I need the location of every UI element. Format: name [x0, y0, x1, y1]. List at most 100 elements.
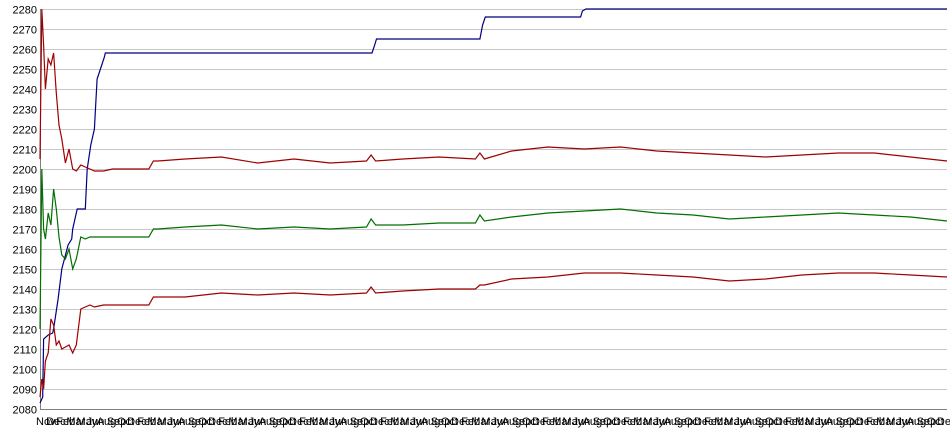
series-lines	[39, 8, 948, 404]
x-tick-label: Dec	[208, 416, 228, 428]
x-tick-label: Jun	[734, 416, 752, 428]
y-tick-label: 2260	[13, 45, 37, 57]
x-tick-label: Aug	[664, 416, 684, 428]
series-line-4	[39, 272, 948, 398]
y-tick-label: 2140	[13, 285, 37, 297]
x-tick-label: Aug	[340, 416, 360, 428]
x-tick-label: Feb	[137, 416, 156, 428]
x-tick-label: Oct	[603, 416, 620, 428]
y-tick-label: 2180	[13, 205, 37, 217]
x-tick-label: Jun	[411, 416, 429, 428]
x-tick-label: May	[886, 416, 907, 428]
x-tick-label: Feb	[299, 416, 318, 428]
x-tick-label: Dec	[532, 416, 552, 428]
y-tick-label: 2250	[13, 65, 37, 77]
y-tick-label: 2170	[13, 225, 37, 237]
x-tick-label: May	[724, 416, 745, 428]
x-tick-label: Aug	[259, 416, 279, 428]
x-tick-label: Feb	[56, 416, 75, 428]
x-tick-label: Dec	[127, 416, 147, 428]
x-tick-label: Mar	[228, 416, 247, 428]
x-tick-label: Jun	[653, 416, 671, 428]
x-tick-label: Oct	[441, 416, 458, 428]
x-tick-label: Feb	[380, 416, 399, 428]
y-tick-label: 2230	[13, 105, 37, 117]
x-tick-label: May	[562, 416, 583, 428]
x-tick-label: Feb	[704, 416, 723, 428]
y-tick-label: 2150	[13, 265, 37, 277]
x-tick-label: Jun	[815, 416, 833, 428]
x-tick-label: Jun	[168, 416, 186, 428]
x-tick-label: Oct	[360, 416, 377, 428]
x-tick-label: Feb	[785, 416, 804, 428]
x-tick-label: Mar	[795, 416, 814, 428]
x-tick-label: Oct	[684, 416, 701, 428]
x-tick-label: May	[238, 416, 259, 428]
x-tick-label: Aug	[745, 416, 765, 428]
y-tick-label: 2280	[13, 5, 37, 17]
x-tick-label: Mar	[471, 416, 490, 428]
series-line-3	[39, 168, 948, 330]
y-tick-label: 2270	[13, 25, 37, 37]
y-tick-label: 2110	[13, 345, 37, 357]
x-tick-label: Mar	[876, 416, 895, 428]
x-tick-label: Sep	[269, 416, 289, 428]
x-tick-label: Mar	[633, 416, 652, 428]
x-tick-label: Feb	[218, 416, 237, 428]
y-tick-label: 2080	[13, 405, 37, 417]
x-tick-label: May	[805, 416, 826, 428]
x-tick-label: Dec	[451, 416, 471, 428]
x-tick-label: Jun	[330, 416, 348, 428]
x-tick-label: Aug	[583, 416, 603, 428]
x-tick-label: Feb	[866, 416, 885, 428]
x-tick-label: Dec	[613, 416, 633, 428]
y-tick-label: 2160	[13, 245, 37, 257]
x-tick-label: Feb	[623, 416, 642, 428]
x-tick-label: Sep	[431, 416, 451, 428]
x-tick-label: Dec	[694, 416, 714, 428]
x-tick-label: Mar	[552, 416, 571, 428]
y-tick-label: 2210	[13, 145, 37, 157]
x-tick-label: Aug	[178, 416, 198, 428]
x-tick-label: Sep	[512, 416, 532, 428]
y-tick-label: 2100	[13, 365, 37, 377]
x-tick-label: Aug	[421, 416, 441, 428]
y-tick-label: 2130	[13, 305, 37, 317]
y-tick-label: 2090	[13, 385, 37, 397]
x-tick-label: May	[481, 416, 502, 428]
x-tick-label: Oct	[522, 416, 539, 428]
x-tick-label: Jun	[572, 416, 590, 428]
x-tick-label: Sep	[836, 416, 856, 428]
x-tick-label: Mar	[309, 416, 328, 428]
x-tick-label: Aug	[826, 416, 846, 428]
x-tick-label: Sep	[674, 416, 694, 428]
x-tick-label: Oct	[927, 416, 944, 428]
x-tick-label: Nov	[36, 416, 56, 428]
x-tick-label: Dec	[289, 416, 309, 428]
x-tick-label: Dec	[370, 416, 390, 428]
x-tick-label: Jun	[492, 416, 510, 428]
x-tick-label: Jun	[249, 416, 267, 428]
x-tick-label: Feb	[542, 416, 561, 428]
x-axis-tick-labels: NovDecFebMarMayJunAugSepOctDecFebMarMayJ…	[36, 416, 950, 428]
x-tick-label: May	[400, 416, 421, 428]
x-tick-label: Mar	[714, 416, 733, 428]
x-tick-label: Mar	[66, 416, 85, 428]
x-tick-label: Dec	[937, 416, 950, 428]
x-tick-label: Mar	[147, 416, 166, 428]
x-tick-label: Sep	[593, 416, 613, 428]
x-tick-label: Jun	[896, 416, 914, 428]
x-tick-label: Sep	[917, 416, 937, 428]
x-tick-label: Aug	[907, 416, 927, 428]
y-axis-tick-labels: 2080 2090 2100 2110 2120 2130 2140 2150 2160 2170…	[13, 5, 37, 417]
x-tick-label: Sep	[350, 416, 370, 428]
y-tick-label: 2220	[13, 125, 37, 137]
x-tick-label: May	[76, 416, 97, 428]
x-tick-label: Sep	[107, 416, 127, 428]
y-tick-label: 2240	[13, 85, 37, 97]
x-tick-label: Aug	[502, 416, 522, 428]
x-tick-label: Dec	[775, 416, 795, 428]
x-tick-label: Feb	[461, 416, 480, 428]
x-tick-label: Jun	[87, 416, 105, 428]
